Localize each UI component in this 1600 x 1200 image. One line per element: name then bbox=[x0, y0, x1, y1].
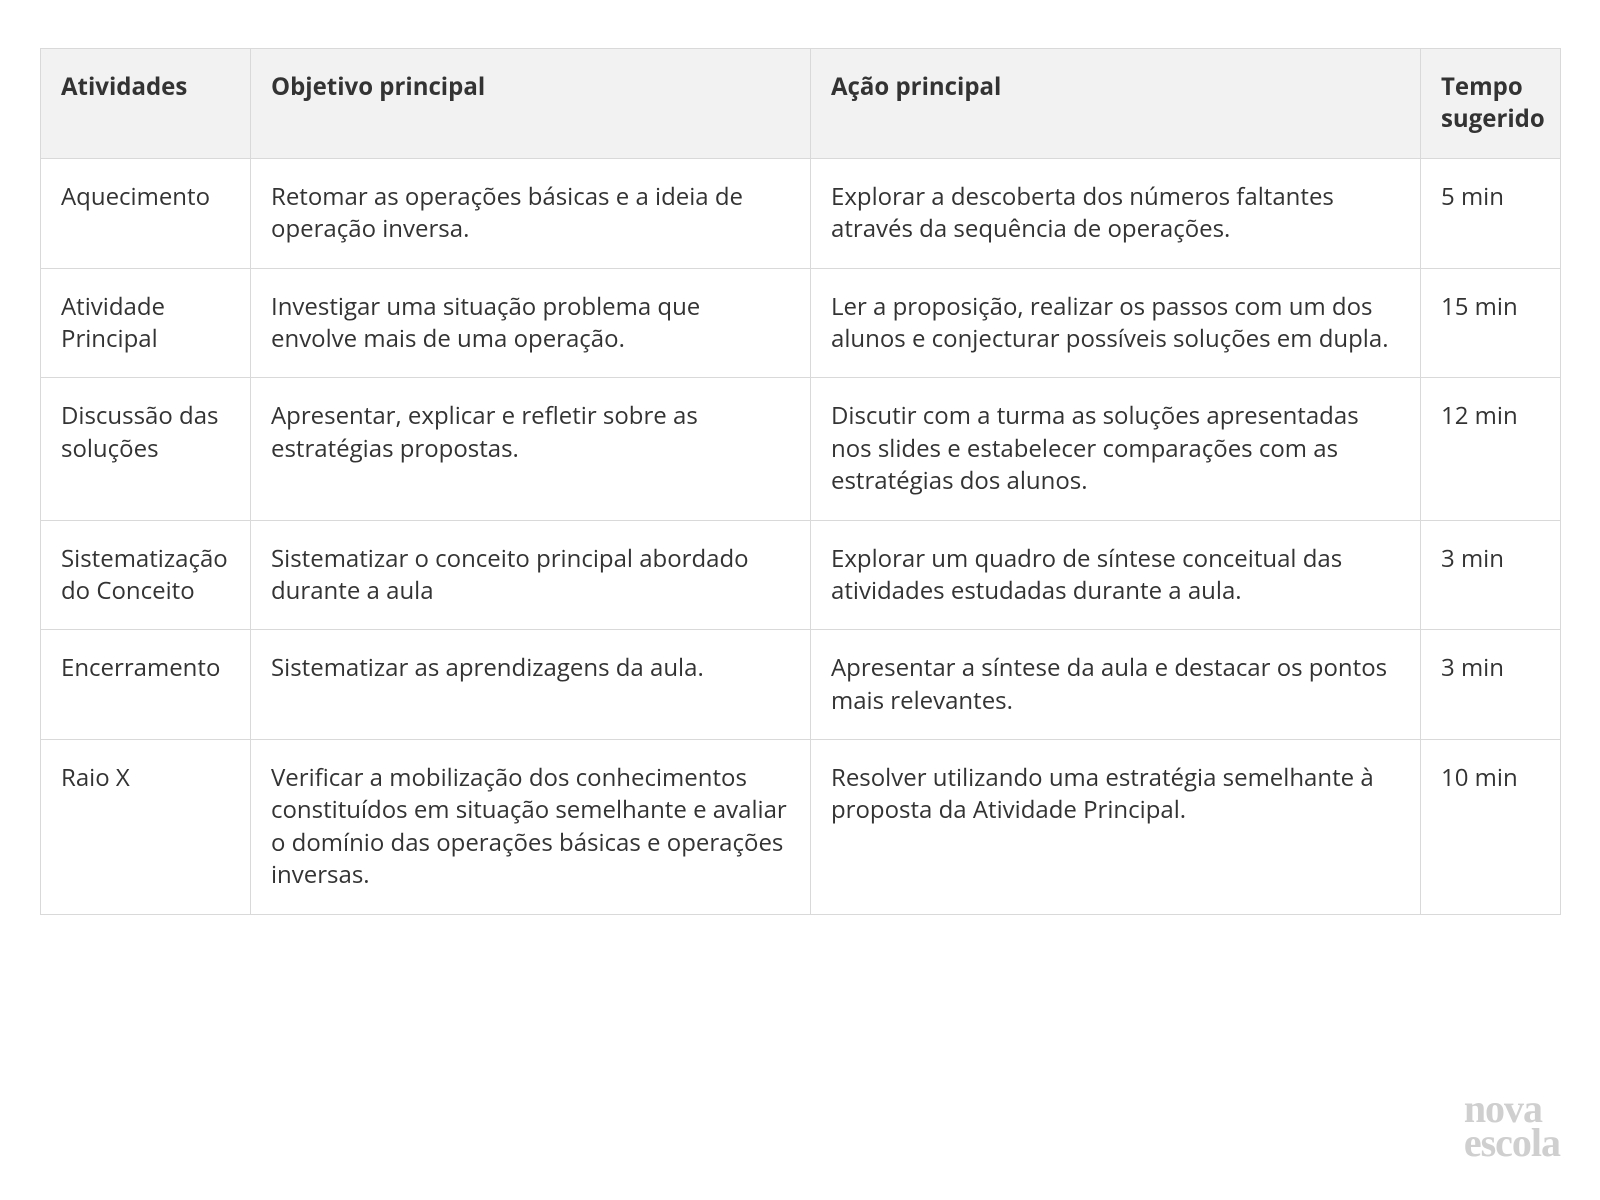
cell-acao: Ler a proposição, realizar os passos com… bbox=[811, 268, 1421, 378]
cell-acao: Apresentar a síntese da aula e destacar … bbox=[811, 630, 1421, 740]
cell-atividades: Sistematização do Conceito bbox=[41, 520, 251, 630]
cell-objetivo: Sistematizar as aprendizagens da aula. bbox=[251, 630, 811, 740]
cell-atividades: Aquecimento bbox=[41, 158, 251, 268]
table-row: Encerramento Sistematizar as aprendizage… bbox=[41, 630, 1561, 740]
cell-objetivo: Verificar a mobilização dos conhecimento… bbox=[251, 740, 811, 915]
cell-tempo: 3 min bbox=[1421, 630, 1561, 740]
table-row: Sistematização do Conceito Sistematizar … bbox=[41, 520, 1561, 630]
cell-objetivo: Apresentar, explicar e refletir sobre as… bbox=[251, 378, 811, 520]
col-header-atividades: Atividades bbox=[41, 49, 251, 159]
brand-line2: escola bbox=[1464, 1126, 1560, 1160]
cell-acao: Resolver utilizando uma estratégia semel… bbox=[811, 740, 1421, 915]
col-header-acao: Ação principal bbox=[811, 49, 1421, 159]
cell-tempo: 3 min bbox=[1421, 520, 1561, 630]
cell-objetivo: Retomar as operações básicas e a ideia d… bbox=[251, 158, 811, 268]
cell-acao: Explorar um quadro de síntese conceitual… bbox=[811, 520, 1421, 630]
page: Atividades Objetivo principal Ação princ… bbox=[0, 0, 1600, 915]
cell-tempo: 10 min bbox=[1421, 740, 1561, 915]
brand-logo: nova escola bbox=[1464, 1092, 1560, 1160]
cell-tempo: 5 min bbox=[1421, 158, 1561, 268]
cell-tempo: 15 min bbox=[1421, 268, 1561, 378]
table-row: Discussão das soluções Apresentar, expli… bbox=[41, 378, 1561, 520]
table-header-row: Atividades Objetivo principal Ação princ… bbox=[41, 49, 1561, 159]
table-row: Aquecimento Retomar as operações básicas… bbox=[41, 158, 1561, 268]
cell-tempo: 12 min bbox=[1421, 378, 1561, 520]
cell-objetivo: Investigar uma situação problema que env… bbox=[251, 268, 811, 378]
cell-atividades: Discussão das soluções bbox=[41, 378, 251, 520]
cell-acao: Discutir com a turma as soluções apresen… bbox=[811, 378, 1421, 520]
col-header-tempo: Tempo sugerido bbox=[1421, 49, 1561, 159]
col-header-objetivo: Objetivo principal bbox=[251, 49, 811, 159]
cell-atividades: Atividade Principal bbox=[41, 268, 251, 378]
cell-atividades: Encerramento bbox=[41, 630, 251, 740]
activities-table: Atividades Objetivo principal Ação princ… bbox=[40, 48, 1561, 915]
table-header: Atividades Objetivo principal Ação princ… bbox=[41, 49, 1561, 159]
table-row: Raio X Verificar a mobilização dos conhe… bbox=[41, 740, 1561, 915]
cell-objetivo: Sistematizar o conceito principal aborda… bbox=[251, 520, 811, 630]
table-body: Aquecimento Retomar as operações básicas… bbox=[41, 158, 1561, 914]
table-row: Atividade Principal Investigar uma situa… bbox=[41, 268, 1561, 378]
cell-atividades: Raio X bbox=[41, 740, 251, 915]
cell-acao: Explorar a descoberta dos números faltan… bbox=[811, 158, 1421, 268]
